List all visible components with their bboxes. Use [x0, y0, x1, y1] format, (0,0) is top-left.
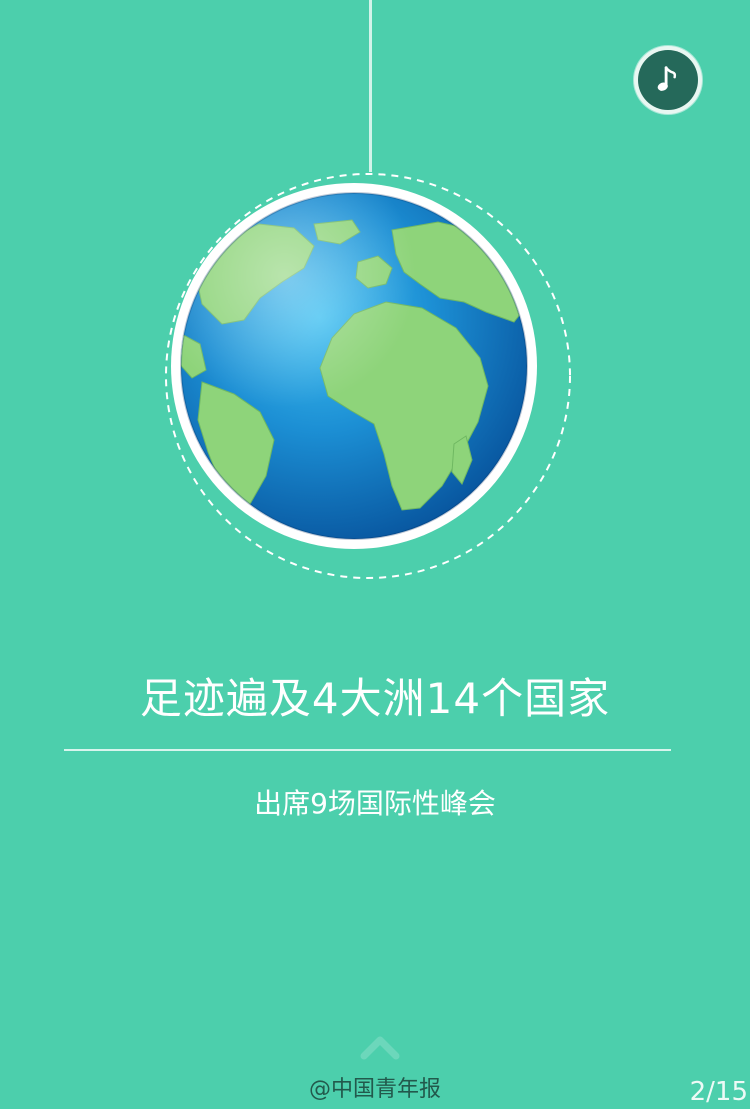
page-indicator: 2/15 [689, 1077, 748, 1107]
divider-line [64, 749, 671, 751]
music-button-inner [638, 50, 698, 110]
chevron-up-icon [360, 1036, 400, 1060]
globe [164, 172, 572, 580]
source-watermark: @中国青年报 [308, 1077, 441, 1102]
music-note-icon [657, 66, 677, 91]
globe-icon [165, 173, 571, 579]
swipe-up-hint[interactable] [360, 1032, 400, 1062]
headline: 足迹遍及4大洲14个国家 [139, 674, 611, 723]
hanging-line [369, 0, 372, 172]
subheadline: 出席9场国际性峰会 [254, 787, 496, 820]
music-toggle-button[interactable] [634, 46, 702, 114]
